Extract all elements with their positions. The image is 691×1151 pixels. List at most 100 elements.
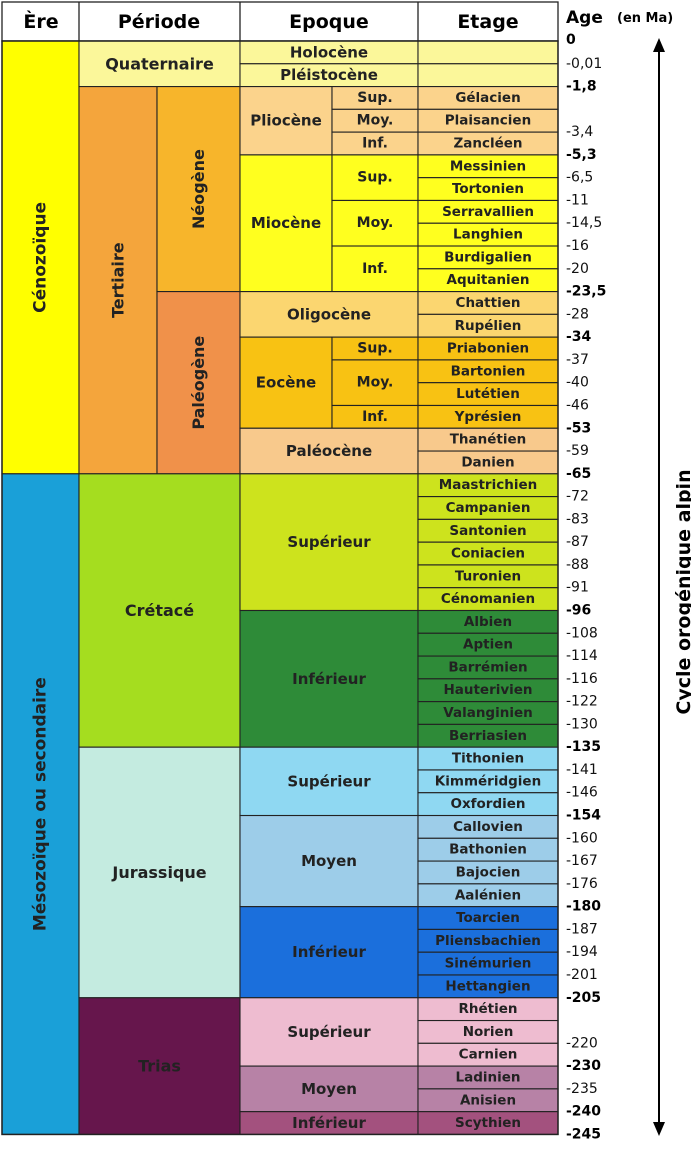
epoque-cell [239, 336, 333, 429]
etage-label: Hauterivien [443, 682, 532, 698]
age-value: -1,8 [566, 79, 597, 95]
age-value: -135 [566, 739, 601, 755]
age-value: -130 [566, 716, 598, 732]
etage-label: Barrémien [448, 659, 527, 675]
age-value: -245 [566, 1126, 601, 1142]
periode-cell [78, 86, 158, 475]
age-value: -40 [566, 375, 589, 391]
epoque-label: Moyen [301, 1080, 357, 1098]
etage-label: Norien [463, 1024, 514, 1040]
etage-label: Zancléen [453, 136, 522, 152]
etage-label: Chattien [456, 295, 521, 311]
age-value: -72 [566, 489, 589, 505]
age-value: -11 [566, 192, 589, 208]
sous-epoque-label: Moy. [357, 113, 394, 129]
age-value: -180 [566, 899, 601, 915]
epoque-label: Eocène [256, 374, 316, 392]
etage-label: Sinémurien [445, 956, 532, 972]
age-value: -205 [566, 990, 601, 1006]
age-value: -167 [566, 853, 598, 869]
sous-epoque-label: Inf. [362, 136, 388, 152]
sous-epoque-label: Inf. [362, 409, 388, 425]
epoque-label: Supérieur [287, 772, 371, 790]
age-value: -37 [566, 352, 589, 368]
etage-label: Rhétien [458, 1001, 517, 1017]
epoque-cell [239, 814, 419, 908]
ere-cell [1, 40, 80, 475]
etage-label: Bajocien [456, 864, 521, 880]
epoque-cell [239, 609, 419, 748]
epoque-label: Supérieur [287, 533, 371, 551]
etage-label: Tortonien [452, 181, 524, 197]
etage-label: Oxfordien [450, 796, 525, 812]
age-value: -235 [566, 1081, 598, 1097]
age-value: -160 [566, 830, 598, 846]
age-value: -0,01 [566, 56, 602, 72]
etage-label: Tithonien [452, 751, 524, 767]
etage-label: Rupélien [455, 318, 522, 334]
age-value: -187 [566, 921, 598, 937]
etage-label: Burdigalien [444, 249, 532, 265]
age-value: -53 [566, 420, 591, 436]
etage-label: Langhien [453, 227, 523, 243]
etage-label: Valanginien [443, 705, 532, 721]
periode-label: Tertiaire [109, 242, 128, 318]
age-value: -34 [566, 329, 592, 345]
epoque-cell [239, 427, 419, 475]
age-value: -23,5 [566, 284, 606, 300]
ere-label: Cénozoïque [31, 202, 51, 313]
age-value: -91 [566, 580, 589, 596]
etage-label: Cénomanien [441, 591, 535, 607]
header-age: Age [566, 8, 603, 28]
sous-epoque-label: Sup. [357, 170, 392, 186]
etage-label: Santonien [449, 523, 526, 539]
etage-label: Hettangien [445, 978, 530, 994]
periode-cell [78, 746, 241, 999]
header-epoque: Epoque [289, 11, 369, 33]
sous-epoque-label: Moy. [357, 215, 394, 231]
sous-periode-cell [156, 291, 241, 475]
age-value: -83 [566, 511, 589, 527]
age-value: -59 [566, 443, 589, 459]
etage-label: Aalénien [455, 887, 521, 903]
periode-label: Trias [138, 1057, 181, 1076]
sous-epoque-label: Sup. [357, 341, 392, 357]
epoque-label: Supérieur [287, 1023, 371, 1041]
etage-cell [417, 40, 559, 65]
etage-label: Thanétien [450, 432, 527, 448]
age-value: -6,5 [566, 170, 593, 186]
age-value: -87 [566, 534, 589, 550]
age-value: -122 [566, 694, 598, 710]
age-value: -154 [566, 808, 601, 824]
age-value: -176 [566, 876, 598, 892]
etage-label: Danien [461, 454, 514, 470]
age-value: -28 [566, 306, 589, 322]
age-value: -146 [566, 785, 598, 801]
age-value: -16 [566, 238, 589, 254]
table-header: Ère Période Epoque Etage Age (en Ma) [1, 1, 673, 42]
age-value: -108 [566, 625, 598, 641]
etage-label: Bartonien [451, 363, 526, 379]
age-value: -46 [566, 397, 589, 413]
etage-label: Carnien [459, 1047, 518, 1063]
sous-epoque-cell [331, 245, 419, 293]
age-value: -194 [566, 944, 598, 960]
epoque-cell [239, 86, 333, 156]
epoque-cell [239, 154, 333, 293]
epoque-label: Paléocène [286, 442, 372, 460]
etage-label: Scythien [455, 1115, 521, 1131]
header-periode: Période [118, 11, 200, 33]
table-body: Cénozoïque Mésozoïque ou secondaire Quater… [1, 40, 559, 1136]
age-value: -220 [566, 1035, 598, 1051]
epoque-cell [239, 291, 419, 338]
age-value: 0 [566, 32, 576, 48]
etage-label: Anisien [460, 1092, 516, 1108]
etage-label: Aquitanien [447, 272, 530, 288]
cycle-arrow [653, 38, 665, 1136]
age-value: -240 [566, 1104, 601, 1120]
sous-periode-label: Néogène [189, 149, 208, 229]
periode-label: Jurassique [111, 863, 206, 882]
periode-label: Quaternaire [105, 54, 214, 73]
etage-label: Albien [464, 614, 512, 630]
